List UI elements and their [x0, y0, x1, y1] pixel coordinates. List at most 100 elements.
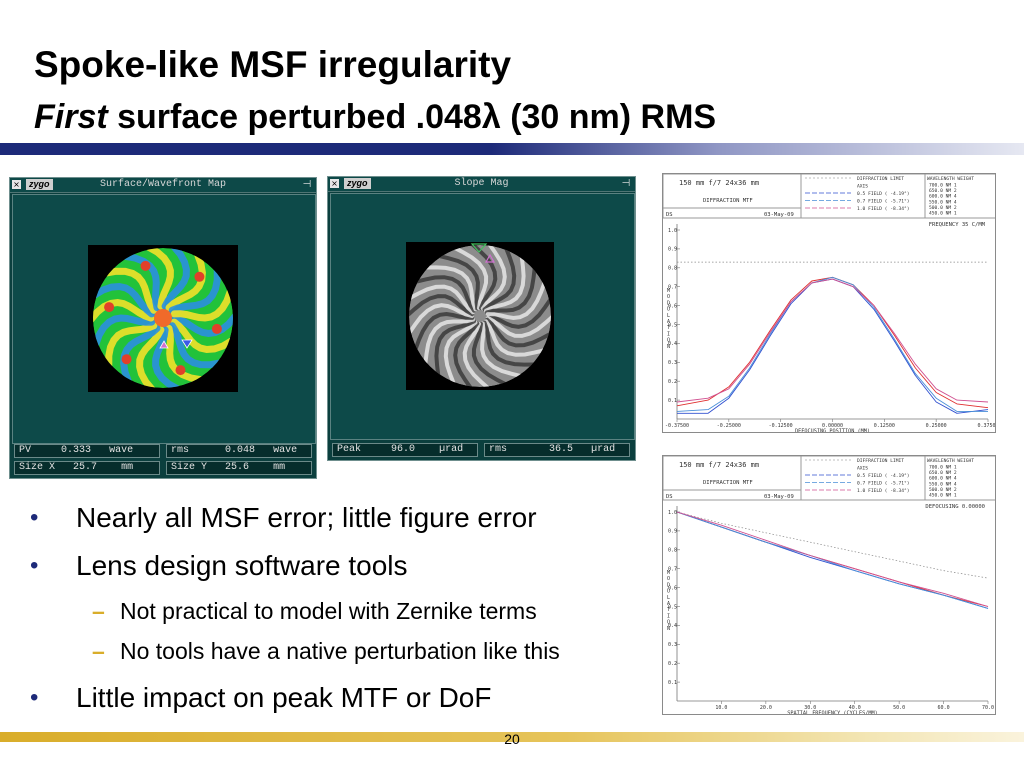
x-tick-label: 50.0	[893, 705, 905, 711]
wavelength-row: 450.0 NM 1	[929, 493, 957, 499]
mtf-lens-label: 150 mm f/7 24x36 mm	[679, 461, 759, 469]
y-axis-label-char: T	[667, 607, 670, 613]
mtf-annotation: FREQUENCY 35 C/MM	[929, 222, 986, 228]
bullet-text: Little impact on peak MTF or DoF	[76, 682, 492, 713]
slope-swirl	[485, 281, 547, 321]
slope-swirl	[471, 321, 507, 386]
y-tick-label: 0.3	[668, 360, 677, 366]
mtf-code-label: DS	[666, 494, 673, 500]
slope-swirl	[409, 284, 475, 315]
y-tick-label: 0.5	[668, 322, 677, 328]
wavelength-row: 500.0 NM 2	[929, 487, 957, 493]
slope-swirl	[413, 311, 475, 351]
size-x-field: Size X 25.7 mm	[14, 461, 160, 475]
surface-map-window[interactable]: × zygo Surface/Wavefront Map ⊣ PV 0.333 …	[9, 177, 317, 479]
marker-triangle-icon	[484, 253, 496, 263]
y-tick-label: 0.2	[668, 379, 677, 385]
y-axis-label-char: N	[667, 344, 670, 350]
bullet-icon: •	[30, 684, 39, 711]
legend-label: AXIS	[857, 466, 868, 472]
zygo-logo: zygo	[344, 178, 371, 189]
y-axis-label-char: O	[667, 338, 670, 344]
surface-spoke	[170, 318, 233, 354]
surface-pattern	[93, 248, 233, 388]
legend-label: 0.7 FIELD ( -5.71°)	[857, 481, 910, 487]
x-tick-label: -0.37500	[665, 423, 689, 429]
legend-label: DIFFRACTION LIMIT	[857, 176, 904, 182]
wavelength-row: 650.0 NM 2	[929, 188, 957, 194]
surface-spoke	[168, 322, 223, 369]
surface-spoke	[168, 267, 221, 314]
mtf-vs-frequency-chart: 150 mm f/7 24x36 mm DIFFRACTION MTF DS 03-M…	[663, 456, 995, 714]
slope-swirl	[482, 247, 517, 312]
legend-label: AXIS	[857, 184, 868, 190]
title-rule	[0, 143, 1024, 155]
x-tick-label: 0.12500	[874, 423, 895, 429]
slope-swirl	[484, 255, 526, 313]
wavelength-row: 550.0 NM 4	[929, 199, 957, 205]
series-line	[676, 276, 988, 412]
slope-swirl	[438, 254, 480, 311]
subtitle-text: surface perturbed .048λ (30 nm) RMS	[107, 98, 717, 136]
y-tick-label: 0.5	[668, 604, 677, 610]
surface-map-titlebar[interactable]: × zygo Surface/Wavefront Map ⊣	[10, 178, 316, 193]
y-axis-label-char: I	[667, 613, 670, 619]
x-tick-label: 0.00000	[822, 423, 843, 429]
y-tick-label: 0.9	[668, 247, 677, 253]
mtf-vs-frequency-panel: 150 mm f/7 24x36 mm DIFFRACTION MTF DS 03-M…	[662, 455, 996, 715]
y-tick-label: 0.8	[668, 548, 677, 554]
pin-icon[interactable]: ⊣	[302, 179, 312, 190]
dash-icon: –	[92, 638, 105, 664]
x-tick-label: 70.0	[982, 705, 994, 711]
window-title: Slope Mag	[454, 178, 509, 189]
slope-mag-window[interactable]: × zygo Slope Mag ⊣ Peak 96.0 µrad rms 36…	[327, 176, 636, 461]
mtf-lens-label: 150 mm f/7 24x36 mm	[679, 179, 759, 187]
pv-field: PV 0.333 wave	[14, 444, 160, 458]
y-tick-label: 0.4	[668, 623, 677, 629]
x-tick-label: -0.12500	[769, 423, 793, 429]
wavelength-row: 450.0 NM 1	[929, 211, 957, 217]
zygo-logo: zygo	[26, 179, 53, 190]
bullet-icon: •	[30, 504, 39, 531]
pin-icon[interactable]: ⊣	[621, 178, 631, 189]
y-axis-label-char: L	[667, 595, 670, 601]
surface-map-plot	[88, 245, 238, 392]
bullet-text: Lens design software tools	[76, 550, 408, 581]
y-axis-label-char: M	[667, 288, 670, 294]
marker-triangle-icon	[181, 339, 193, 349]
close-icon[interactable]: ×	[330, 179, 339, 188]
x-tick-label: 20.0	[760, 705, 772, 711]
slope-swirl	[409, 303, 474, 335]
y-axis-label-char: U	[667, 307, 670, 313]
slope-rms-field: rms 36.5 µrad	[484, 443, 630, 457]
marker-triangle-icon	[470, 243, 488, 253]
surface-spoke	[165, 251, 206, 312]
slope-pattern	[409, 245, 551, 387]
peak-field: Peak 96.0 µrad	[332, 443, 478, 457]
mtf-annotation: DEFOCUSING 0.00000	[925, 504, 985, 510]
y-tick-label: 1.0	[668, 510, 677, 516]
legend-label: 1.0 FIELD ( -8.34°)	[857, 206, 910, 212]
wavelength-row: 500.0 NM 2	[929, 205, 957, 211]
x-tick-label: 0.37500	[977, 423, 996, 429]
wavelength-header: WAVELENGTH WEIGHT	[927, 458, 974, 464]
slope-swirl	[484, 319, 546, 357]
slope-swirl	[462, 321, 490, 387]
surface-spoke	[120, 324, 161, 385]
y-axis-label-char: D	[667, 300, 670, 306]
slope-mag-titlebar[interactable]: × zygo Slope Mag ⊣	[328, 177, 635, 192]
surface-spoke	[136, 326, 165, 388]
x-tick-label: 0.25000	[926, 423, 947, 429]
wavelength-row: 600.0 NM 4	[929, 194, 957, 200]
y-tick-label: 0.6	[668, 303, 677, 309]
y-axis-label-char: I	[667, 331, 670, 337]
bullet-text: Nearly all MSF error; little figure erro…	[76, 502, 537, 533]
surface-peak	[140, 260, 151, 271]
slope-swirl	[480, 245, 507, 311]
wavelength-row: 600.0 NM 4	[929, 476, 957, 482]
y-axis-label-char: O	[667, 576, 670, 582]
y-axis-label-char: N	[667, 626, 670, 632]
y-axis-label-char: O	[667, 620, 670, 626]
close-icon[interactable]: ×	[12, 180, 21, 189]
y-tick-label: 0.4	[668, 341, 677, 347]
